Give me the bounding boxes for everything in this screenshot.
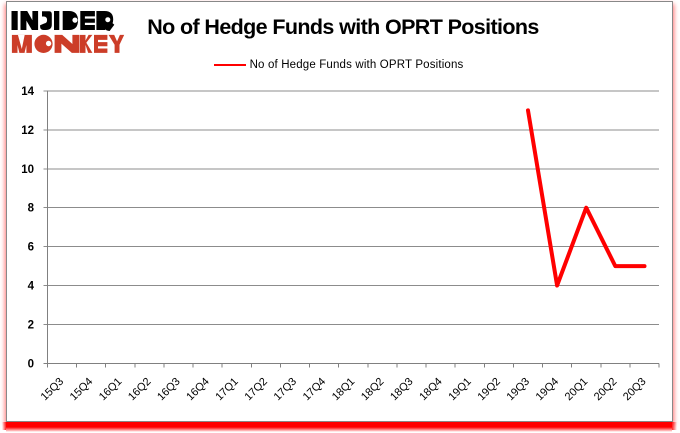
svg-text:20Q3: 20Q3 — [621, 376, 649, 404]
svg-text:16Q3: 16Q3 — [155, 376, 183, 404]
svg-text:17Q1: 17Q1 — [213, 376, 241, 404]
svg-text:17Q3: 17Q3 — [272, 376, 300, 404]
svg-text:17Q4: 17Q4 — [301, 376, 329, 404]
svg-text:19Q3: 19Q3 — [505, 376, 533, 404]
svg-text:8: 8 — [28, 203, 35, 215]
svg-text:12: 12 — [21, 125, 34, 137]
svg-text:16Q4: 16Q4 — [184, 376, 212, 404]
svg-text:4: 4 — [28, 281, 35, 293]
svg-text:17Q2: 17Q2 — [242, 376, 270, 404]
svg-text:14: 14 — [21, 86, 34, 98]
svg-text:19Q1: 19Q1 — [446, 376, 474, 404]
svg-text:18Q4: 18Q4 — [417, 376, 445, 404]
svg-text:0: 0 — [28, 358, 34, 370]
svg-text:18Q1: 18Q1 — [330, 376, 358, 404]
svg-text:18Q2: 18Q2 — [359, 376, 387, 404]
svg-text:20Q1: 20Q1 — [563, 376, 591, 404]
svg-text:20Q2: 20Q2 — [592, 376, 620, 404]
svg-text:19Q4: 19Q4 — [534, 376, 562, 404]
svg-text:15Q4: 15Q4 — [68, 376, 96, 404]
svg-text:16Q2: 16Q2 — [126, 376, 154, 404]
svg-text:16Q1: 16Q1 — [97, 376, 125, 404]
svg-text:18Q3: 18Q3 — [388, 376, 416, 404]
svg-text:2: 2 — [28, 319, 34, 331]
svg-text:6: 6 — [28, 242, 34, 254]
svg-text:15Q3: 15Q3 — [39, 376, 67, 404]
svg-text:19Q2: 19Q2 — [475, 376, 503, 404]
svg-text:10: 10 — [21, 164, 34, 176]
